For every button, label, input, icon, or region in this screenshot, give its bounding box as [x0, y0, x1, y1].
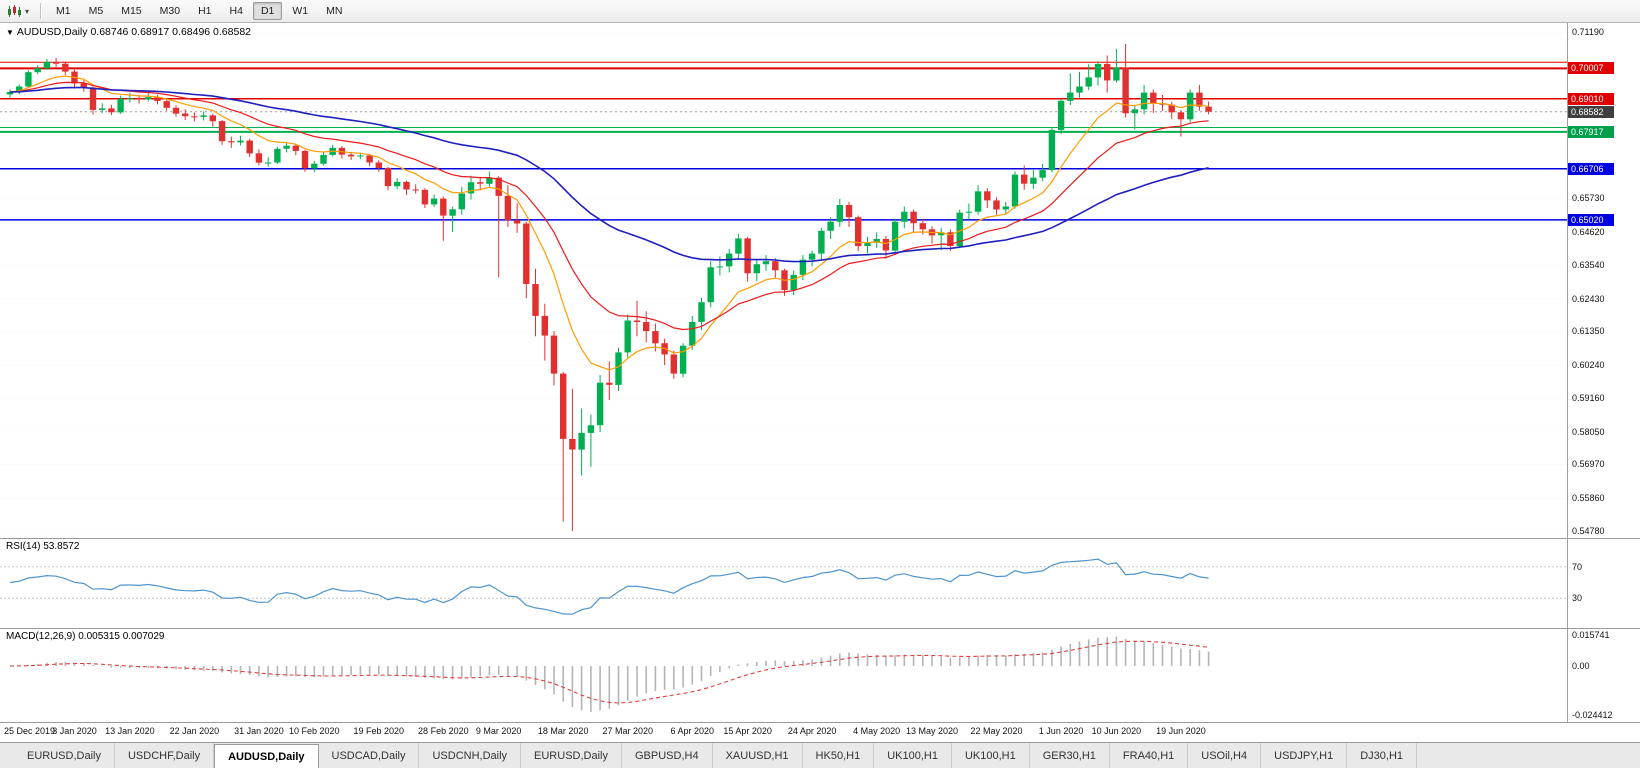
- date-axis[interactable]: 25 Dec 2019 3 Jan 2020 13 Jan 2020 22 Jan 2…: [0, 722, 1640, 742]
- chart-type-icon[interactable]: ▾: [3, 4, 33, 19]
- macd-tick: 0.00: [1572, 661, 1590, 671]
- date-label: 22 May 2020: [970, 726, 1023, 736]
- date-label: 19 Feb 2020: [353, 726, 405, 736]
- price-line-label: 0.66706: [1568, 162, 1614, 175]
- price-tick: 0.61350: [1572, 326, 1605, 337]
- macd-axis: 0.015741 0.00 -0.024412: [1567, 629, 1640, 722]
- rsi-axis: 70 30: [1567, 539, 1640, 628]
- candlestick-canvas[interactable]: [0, 23, 1567, 538]
- price-line-label: 0.69010: [1568, 92, 1614, 105]
- symbol-period-label: AUDUSD,Daily: [16, 26, 88, 38]
- timeframe-button-m1[interactable]: M1: [56, 5, 71, 17]
- current-price-label: 0.68582: [1568, 105, 1614, 118]
- date-label: 10 Jun 2020: [1091, 726, 1142, 736]
- date-label: 13 Jan 2020: [105, 726, 155, 736]
- date-label: 24 Apr 2020: [787, 726, 837, 736]
- rsi-canvas[interactable]: [0, 539, 1567, 628]
- date-label: 18 Mar 2020: [537, 726, 589, 736]
- chart-tab-uk100-h1[interactable]: UK100,H1: [951, 743, 1030, 768]
- chart-tab-usoil-h4[interactable]: USOil,H4: [1188, 743, 1262, 768]
- price-tick: 0.63540: [1572, 259, 1605, 270]
- date-label: 10 Feb 2020: [288, 726, 340, 736]
- date-label: 6 Apr 2020: [670, 726, 715, 736]
- collapse-icon[interactable]: ▼: [6, 28, 14, 37]
- date-label: 27 Mar 2020: [602, 726, 654, 736]
- price-line-label: 0.67917: [1568, 125, 1614, 138]
- price-tick: 0.65730: [1572, 193, 1605, 204]
- date-label: 9 Mar 2020: [475, 726, 522, 736]
- price-line-label: 0.65020: [1568, 213, 1614, 226]
- chart-tab-ger30-h1[interactable]: GER30,H1: [1029, 743, 1110, 768]
- date-label: 4 May 2020: [853, 726, 901, 736]
- chart-tab-xauusd-h1[interactable]: XAUUSD,H1: [712, 743, 803, 768]
- timeframe-button-w1[interactable]: W1: [292, 5, 309, 17]
- date-label: 25 Dec 2019: [4, 726, 56, 736]
- main-chart-panel[interactable]: 0.71190 0.65730 0.64620 0.63540 0.62430 0.613…: [0, 23, 1640, 538]
- price-tick: 0.71190: [1572, 27, 1604, 38]
- price-line-label: 0.70007: [1568, 62, 1614, 75]
- date-label: 1 Jun 2020: [1038, 726, 1084, 736]
- chart-tab-gbpusd-h4[interactable]: GBPUSD,H4: [622, 743, 713, 768]
- macd-tick: 0.015741: [1572, 630, 1610, 640]
- price-tick: 0.55860: [1572, 493, 1605, 504]
- price-tick: 0.62430: [1572, 293, 1605, 304]
- chart-tab-dj30-h1[interactable]: DJ30,H1: [1347, 743, 1418, 768]
- rsi-label: RSI(14) 53.8572: [6, 541, 80, 552]
- price-axis[interactable]: 0.71190 0.65730 0.64620 0.63540 0.62430 0.613…: [1567, 23, 1640, 538]
- chart-tab-bar: EURUSD,Daily USDCHF,Daily AUDUSD,Daily USDC…: [0, 742, 1640, 768]
- chart-tab-audusd-daily[interactable]: AUDUSD,Daily: [214, 744, 319, 768]
- macd-panel[interactable]: 0.015741 0.00 -0.024412 MACD(12,26,9) 0.00…: [0, 628, 1640, 722]
- date-label: 28 Feb 2020: [418, 726, 469, 736]
- toolbar-separator: [40, 3, 43, 19]
- timeframe-buttons: M1 M5 M15 M30 H1 H4 D1 W1 MN: [47, 2, 351, 20]
- chart-title: ▼ AUDUSD,Daily 0.68746 0.68917 0.68496 0.…: [6, 26, 251, 38]
- price-tick: 0.58050: [1572, 426, 1605, 437]
- date-label: 3 Jan 2020: [52, 726, 97, 736]
- chevron-down-icon: ▾: [25, 6, 30, 16]
- timeframe-button-h4[interactable]: H4: [229, 5, 243, 17]
- price-tick: 0.56970: [1572, 459, 1605, 470]
- price-tick: 0.54780: [1572, 526, 1605, 536]
- date-label: 22 Jan 2020: [169, 726, 220, 736]
- date-label: 13 May 2020: [905, 726, 959, 736]
- date-label: 31 Jan 2020: [234, 726, 284, 736]
- price-tick: 0.59160: [1572, 392, 1605, 403]
- timeframe-toolbar: ▾ M1 M5 M15 M30 H1 H4 D1 W1 MN: [0, 0, 1640, 23]
- date-label: 19 Jun 2020: [1156, 726, 1206, 736]
- chart-tab-eurusd-daily[interactable]: EURUSD,Daily: [521, 743, 622, 768]
- price-tick: 0.60240: [1572, 360, 1605, 371]
- price-tick: 0.64620: [1572, 227, 1605, 238]
- chart-tab-usdcad-daily[interactable]: USDCAD,Daily: [318, 743, 420, 768]
- macd-canvas[interactable]: [0, 629, 1567, 722]
- macd-tick: -0.024412: [1572, 709, 1613, 720]
- chart-tab-eurusd-daily[interactable]: EURUSD,Daily: [14, 743, 115, 768]
- rsi-panel[interactable]: 70 30 RSI(14) 53.8572: [0, 538, 1640, 628]
- chart-tab-hk50-h1[interactable]: HK50,H1: [802, 743, 875, 768]
- ohlc-values: 0.68746 0.68917 0.68496 0.68582: [90, 26, 252, 38]
- timeframe-button-mn[interactable]: MN: [326, 5, 343, 17]
- chart-tab-usdcnh-daily[interactable]: USDCNH,Daily: [419, 743, 522, 768]
- macd-label: MACD(12,26,9) 0.005315 0.007029: [6, 631, 165, 642]
- timeframe-button-m5[interactable]: M5: [88, 5, 104, 17]
- timeframe-button-d1[interactable]: D1: [252, 2, 283, 20]
- timeframe-button-m15[interactable]: M15: [121, 5, 142, 17]
- timeframe-button-h1[interactable]: H1: [198, 5, 212, 17]
- chart-tab-fra40-h1[interactable]: FRA40,H1: [1109, 743, 1189, 768]
- timeframe-button-m30[interactable]: M30: [159, 5, 181, 17]
- date-label: 15 Apr 2020: [723, 726, 772, 736]
- chart-tab-uk100-h1[interactable]: UK100,H1: [874, 743, 952, 768]
- rsi-level-tick: 30: [1572, 593, 1583, 604]
- candlestick-icon: [8, 4, 21, 17]
- rsi-level-tick: 70: [1572, 561, 1583, 572]
- chart-tab-usdjpy-h1[interactable]: USDJPY,H1: [1261, 743, 1348, 768]
- chart-tab-usdchf-daily[interactable]: USDCHF,Daily: [114, 743, 215, 768]
